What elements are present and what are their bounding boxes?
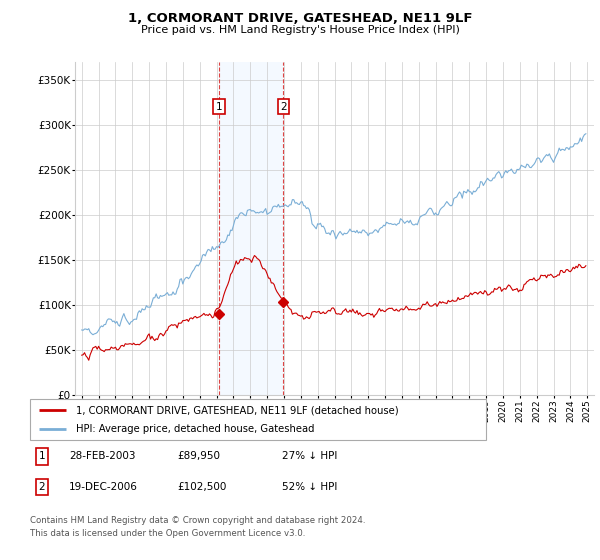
- Text: Price paid vs. HM Land Registry's House Price Index (HPI): Price paid vs. HM Land Registry's House …: [140, 25, 460, 35]
- Text: 1: 1: [216, 101, 223, 111]
- Text: This data is licensed under the Open Government Licence v3.0.: This data is licensed under the Open Gov…: [30, 529, 305, 538]
- Text: 2: 2: [38, 482, 46, 492]
- Text: 28-FEB-2003: 28-FEB-2003: [69, 451, 136, 461]
- Text: 1, CORMORANT DRIVE, GATESHEAD, NE11 9LF (detached house): 1, CORMORANT DRIVE, GATESHEAD, NE11 9LF …: [76, 405, 398, 415]
- Text: 1: 1: [38, 451, 46, 461]
- Text: 1, CORMORANT DRIVE, GATESHEAD, NE11 9LF: 1, CORMORANT DRIVE, GATESHEAD, NE11 9LF: [128, 12, 472, 25]
- Text: £89,950: £89,950: [177, 451, 220, 461]
- Text: 2: 2: [280, 101, 287, 111]
- FancyBboxPatch shape: [30, 399, 486, 440]
- Text: 19-DEC-2006: 19-DEC-2006: [69, 482, 138, 492]
- Text: 27% ↓ HPI: 27% ↓ HPI: [282, 451, 337, 461]
- Text: HPI: Average price, detached house, Gateshead: HPI: Average price, detached house, Gate…: [76, 424, 314, 433]
- Text: Contains HM Land Registry data © Crown copyright and database right 2024.: Contains HM Land Registry data © Crown c…: [30, 516, 365, 525]
- Text: £102,500: £102,500: [177, 482, 226, 492]
- Bar: [219, 62, 283, 395]
- Text: 52% ↓ HPI: 52% ↓ HPI: [282, 482, 337, 492]
